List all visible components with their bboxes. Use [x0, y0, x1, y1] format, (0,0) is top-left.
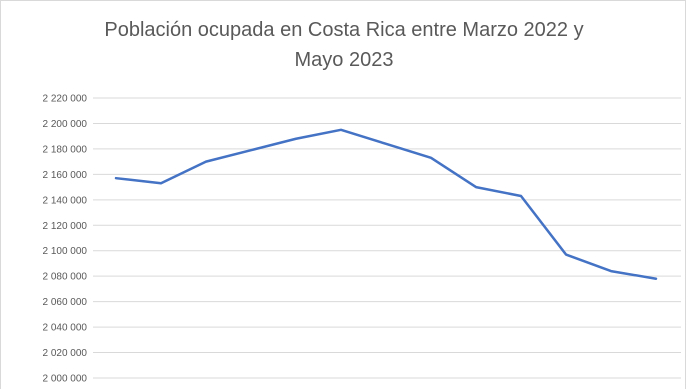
- gridlines: [93, 98, 681, 378]
- y-tick-label: 2 140 000: [43, 195, 88, 206]
- y-axis-tick-labels: 2 220 000 2 200 000 2 180 000 2 160 000 2 14…: [43, 94, 88, 385]
- y-tick-label: 2 020 000: [43, 348, 88, 359]
- y-tick-label: 2 180 000: [43, 144, 88, 155]
- y-tick-label: 2 200 000: [43, 119, 88, 130]
- y-tick-label: 2 000 000: [43, 374, 88, 385]
- series-layer: [116, 130, 656, 279]
- y-tick-label: 2 160 000: [43, 170, 88, 181]
- y-tick-label: 2 120 000: [43, 221, 88, 232]
- y-tick-label: 2 220 000: [43, 94, 88, 105]
- y-tick-label: 2 040 000: [43, 323, 88, 334]
- y-tick-label: 2 080 000: [43, 272, 88, 283]
- y-tick-label: 2 100 000: [43, 246, 88, 257]
- y-tick-label: 2 060 000: [43, 297, 88, 308]
- series-line: [116, 130, 656, 279]
